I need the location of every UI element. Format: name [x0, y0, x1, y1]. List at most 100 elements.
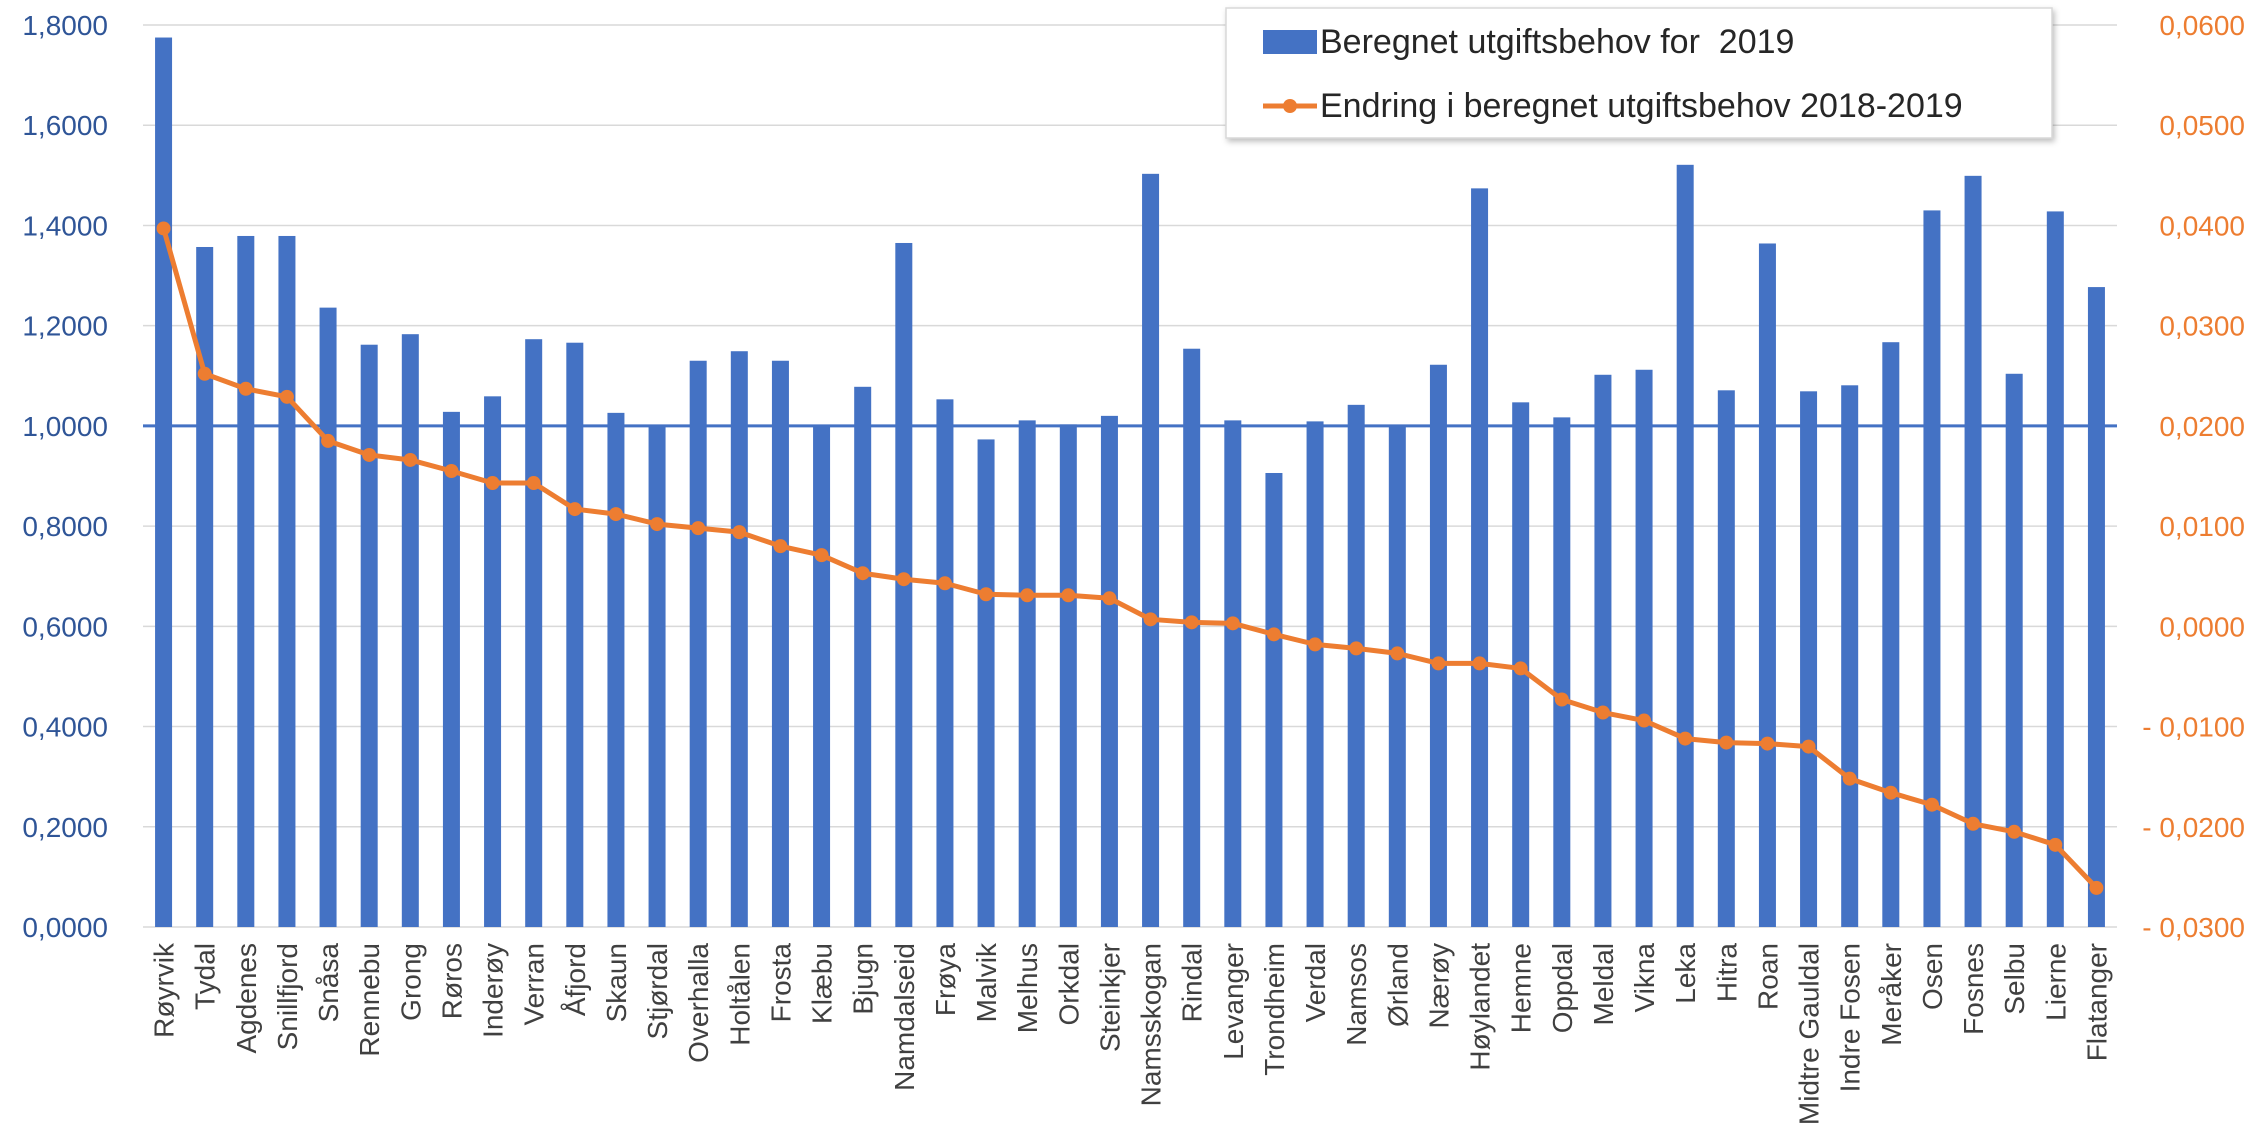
line-point	[608, 507, 623, 522]
category-label: Nærøy	[1423, 943, 1454, 1029]
category-label: Namsos	[1341, 943, 1372, 1046]
category-label: Inderøy	[478, 943, 509, 1038]
line-point	[855, 566, 870, 581]
line-point	[1472, 656, 1487, 671]
category-label: Flatanger	[2081, 943, 2112, 1061]
category-label: Frosta	[765, 943, 796, 1023]
line-point	[156, 221, 171, 236]
bar	[237, 235, 255, 927]
left-axis-tick-label: 1,8000	[22, 10, 108, 41]
right-axis-tick-label: 0,0300	[2159, 311, 2245, 342]
bar	[1224, 420, 1242, 927]
category-label: Ørland	[1382, 943, 1413, 1027]
line-point	[814, 548, 829, 563]
line-point	[1924, 797, 1939, 812]
category-label: Bjugn	[848, 943, 879, 1015]
bar	[1059, 424, 1077, 927]
bar	[155, 37, 173, 928]
category-label: Namsskogan	[1136, 943, 1167, 1106]
bar	[607, 412, 625, 927]
category-label: Frøya	[930, 943, 961, 1017]
right-axis-tick-label: - 0,0100	[2142, 712, 2245, 743]
category-label: Klæbu	[807, 943, 838, 1024]
category-label: Malvik	[971, 942, 1002, 1022]
left-axis-tick-label: 1,0000	[22, 411, 108, 442]
category-label: Grong	[395, 943, 426, 1021]
bar	[278, 235, 296, 927]
category-label: Tydal	[190, 943, 221, 1010]
bar	[1018, 420, 1036, 927]
line-point	[1595, 705, 1610, 720]
category-label: Indre Fosen	[1835, 943, 1866, 1092]
left-axis-tick-label: 0,4000	[22, 712, 108, 743]
legend-bar-label: Beregnet utgiftsbehov for 2019	[1320, 23, 1794, 61]
category-label: Namdalseid	[889, 943, 920, 1091]
bar	[2046, 211, 2064, 927]
bar	[1594, 374, 1612, 928]
category-label: Roan	[1752, 943, 1783, 1010]
line-point	[1966, 816, 1981, 831]
category-label: Levanger	[1218, 943, 1249, 1060]
category-label: Agdenes	[231, 943, 262, 1054]
category-label: Verran	[519, 943, 550, 1026]
legend-box	[1225, 7, 2053, 139]
line-point	[1308, 637, 1323, 652]
line-point	[321, 433, 336, 448]
bar	[1471, 188, 1489, 927]
right-axis-tick-label: 0,0400	[2159, 210, 2245, 241]
line-point	[2007, 824, 2022, 839]
line-point	[2048, 837, 2063, 852]
category-label: Åfjord	[560, 943, 591, 1016]
category-labels: Røyrvik Tydal Agdenes Snillfjord Snåsa Renneb…	[149, 942, 2113, 1125]
bar	[2087, 287, 2105, 927]
line-series	[156, 221, 2104, 895]
line-point	[1637, 713, 1652, 728]
category-label: Lierne	[2040, 943, 2071, 1021]
legend: Beregnet utgiftsbehov for 2019 Endring i…	[1225, 7, 2053, 139]
bar	[1306, 421, 1324, 927]
bar	[2005, 373, 2023, 928]
bar	[442, 411, 460, 927]
line-point	[1431, 656, 1446, 671]
line-point	[1678, 731, 1693, 746]
line-point	[650, 517, 665, 532]
category-label: Overhalla	[683, 943, 714, 1063]
bar	[1841, 385, 1859, 927]
bar	[1923, 210, 1941, 927]
bar	[1635, 369, 1653, 928]
bar	[1265, 472, 1283, 927]
category-label: Melhus	[1012, 943, 1043, 1033]
category-label: Steinkjer	[1094, 943, 1125, 1052]
line-point	[1760, 736, 1775, 751]
bar	[319, 307, 337, 927]
line-point	[197, 366, 212, 381]
bar	[936, 399, 954, 928]
left-axis-tick-label: 1,2000	[22, 311, 108, 342]
category-label: Vikna	[1629, 943, 1660, 1013]
category-label: Meråker	[1876, 943, 1907, 1046]
bar	[1183, 348, 1201, 927]
category-label: Høylandet	[1465, 943, 1496, 1071]
bar	[1758, 243, 1776, 928]
right-axis-tick-label: - 0,0200	[2142, 812, 2245, 843]
right-axis-tick-label: 0,0600	[2159, 10, 2245, 41]
category-label: Leka	[1670, 943, 1701, 1004]
category-label: Osen	[1917, 943, 1948, 1010]
line-point	[1842, 771, 1857, 786]
left-axis-tick-label: 0,8000	[22, 511, 108, 542]
line-point	[732, 525, 747, 540]
category-label: Rindal	[1177, 943, 1208, 1022]
category-label: Snåsa	[313, 943, 344, 1023]
right-axis-tick-label: - 0,0300	[2142, 912, 2245, 943]
right-axis-tick-label: 0,0500	[2159, 110, 2245, 141]
category-label: Verdal	[1300, 943, 1331, 1022]
category-label: Trondheim	[1259, 943, 1290, 1076]
line-point	[485, 476, 500, 491]
bar	[1347, 404, 1365, 927]
bar	[1429, 364, 1447, 928]
bar	[1717, 390, 1735, 927]
right-axis-tick-label: 0,0200	[2159, 411, 2245, 442]
right-axis-tick-labels: - 0,0300 - 0,0200 - 0,0100 0,0000 0,0100 0,02…	[2142, 10, 2245, 943]
grid-lines	[143, 24, 2117, 928]
